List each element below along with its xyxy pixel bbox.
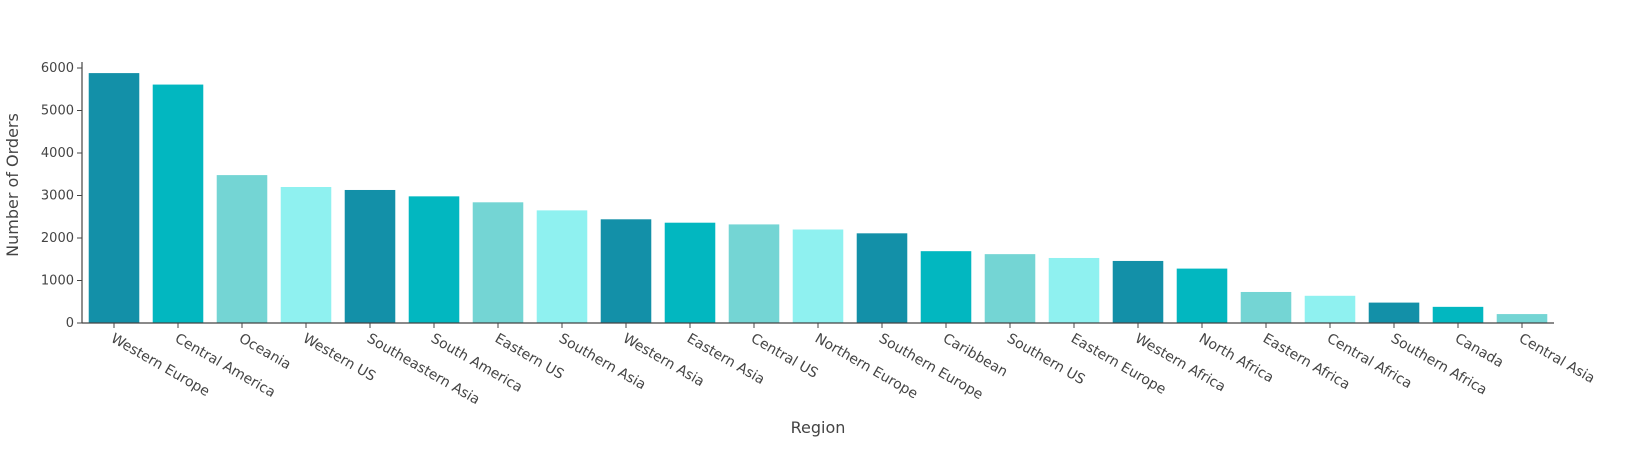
y-tick-label: 5000 <box>41 104 74 119</box>
bar-oceania <box>216 175 268 323</box>
bar-northern-europe <box>792 229 844 323</box>
bar-central-us <box>728 224 780 323</box>
y-axis: 0 1000 2000 3000 4000 5000 6000 <box>41 61 83 331</box>
bar-western-europe <box>88 73 140 323</box>
bar-western-us <box>280 187 332 323</box>
bar-eastern-asia <box>664 222 716 323</box>
x-tick-label: Oceania <box>236 331 294 373</box>
x-tick-label: Southern Europe <box>876 331 986 404</box>
y-tick-label: 0 <box>66 316 74 331</box>
bar-southern-europe <box>856 233 908 323</box>
bar-north-africa <box>1176 268 1228 323</box>
y-tick-label: 4000 <box>41 146 74 161</box>
bar-eastern-africa <box>1240 291 1292 323</box>
bar-canada <box>1432 306 1484 323</box>
bar-eastern-europe <box>1048 257 1100 323</box>
bar-southeastern-asia <box>344 189 396 323</box>
bar-south-america <box>408 196 460 323</box>
bar-southern-us <box>984 254 1036 323</box>
bar-western-africa <box>1112 260 1164 323</box>
bar-eastern-us <box>472 202 524 323</box>
y-tick-label: 2000 <box>41 231 74 246</box>
y-tick-label: 6000 <box>41 61 74 76</box>
bar-caribbean <box>920 251 972 323</box>
bar-southern-asia <box>536 210 588 323</box>
y-tick-label: 3000 <box>41 189 74 204</box>
x-tick-label: Central Asia <box>1516 331 1597 387</box>
y-axis-title: Number of Orders <box>3 113 22 257</box>
bar-southern-africa <box>1368 302 1420 323</box>
bar-central-africa <box>1304 295 1356 323</box>
y-tick-label: 1000 <box>41 274 74 289</box>
bar-western-asia <box>600 219 652 323</box>
bars-group <box>88 73 1548 323</box>
x-tick-label: Southeastern Asia <box>364 331 482 409</box>
bar-central-asia <box>1496 314 1548 323</box>
x-tick-label: Canada <box>1452 331 1506 371</box>
bar-central-america <box>152 84 204 323</box>
x-axis-title: Region <box>791 418 846 437</box>
